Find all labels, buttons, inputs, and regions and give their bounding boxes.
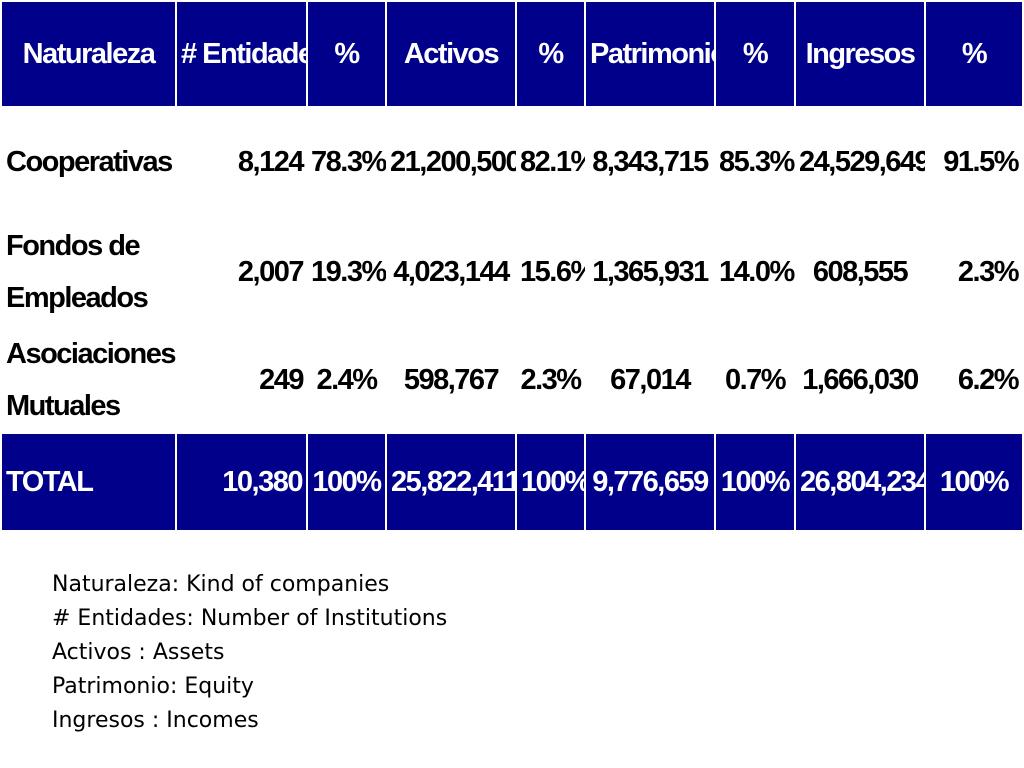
legend-item: Patrimonio: Equity <box>52 674 254 699</box>
header-activos: Activos <box>386 2 517 106</box>
activos-pct-cell: 2.3% <box>516 326 585 434</box>
total-activos-cell: 25,822,411 <box>386 434 517 530</box>
header-patrimonio: Patrimonio <box>585 2 716 106</box>
patrimonio-cell: 8,343,715 <box>585 106 715 218</box>
total-patrimonio-cell: 9,776,659 <box>585 434 716 530</box>
table-row: Asociaciones Mutuales 249 2.4% 598,767 2… <box>2 326 1022 434</box>
legend-item: # Entidades: Number of Institutions <box>52 606 448 631</box>
entidades-cell: 2,007 <box>176 218 307 326</box>
legend-item: Activos : Assets <box>52 640 225 665</box>
entidades-cell: 8,124 <box>176 106 307 218</box>
activos-pct-cell: 15.6% <box>516 218 585 326</box>
table-row: Cooperativas 8,124 78.3% 21,200,500 82.1… <box>2 106 1022 218</box>
total-entidades-pct-cell: 100% <box>307 434 387 530</box>
entidades-pct-cell: 78.3% <box>307 106 386 218</box>
patrimonio-pct-cell: 85.3% <box>715 106 795 218</box>
ingresos-pct-cell: 91.5% <box>925 106 1022 218</box>
header-activos-pct: % <box>516 2 586 106</box>
legend-item: Naturaleza: Kind of companies <box>52 572 390 597</box>
row-name: Asociaciones Mutuales <box>2 326 176 434</box>
total-patrimonio-pct-cell: 100% <box>715 434 796 530</box>
header-ingresos: Ingresos <box>795 2 926 106</box>
ingresos-cell: 1,666,030 <box>795 326 925 434</box>
patrimonio-pct-cell: 14.0% <box>715 218 795 326</box>
activos-pct-cell: 82.1% <box>516 106 585 218</box>
institutions-table: Naturaleza # Entidades % Activos % Patri… <box>2 2 1022 530</box>
ingresos-cell: 608,555 <box>795 218 925 326</box>
patrimonio-cell: 67,014 <box>585 326 715 434</box>
entidades-cell: 249 <box>176 326 307 434</box>
header-naturaleza: Naturaleza <box>2 2 177 106</box>
entidades-pct-cell: 19.3% <box>307 218 386 326</box>
table-row: Fondos de Empleados 2,007 19.3% 4,023,14… <box>2 218 1022 326</box>
total-ingresos-cell: 26,804,234 <box>795 434 926 530</box>
legend-item: Ingresos : Incomes <box>52 708 259 733</box>
header-ingresos-pct: % <box>925 2 1022 106</box>
header-patrimonio-pct: % <box>715 2 796 106</box>
table-header-row: Naturaleza # Entidades % Activos % Patri… <box>2 2 1022 106</box>
header-entidades-pct: % <box>307 2 387 106</box>
row-name: Cooperativas <box>2 106 176 218</box>
activos-cell: 4,023,144 <box>386 218 516 326</box>
glossary-legend: Naturaleza: Kind of companies # Entidade… <box>52 568 447 738</box>
row-name: Fondos de Empleados <box>2 218 176 326</box>
ingresos-pct-cell: 2.3% <box>925 218 1022 326</box>
entidades-pct-cell: 2.4% <box>307 326 386 434</box>
header-entidades: # Entidades <box>176 2 308 106</box>
ingresos-pct-cell: 6.2% <box>925 326 1022 434</box>
total-ingresos-pct-cell: 100% <box>925 434 1022 530</box>
activos-cell: 21,200,500 <box>386 106 516 218</box>
total-label: TOTAL <box>2 434 177 530</box>
total-entidades-cell: 10,380 <box>176 434 308 530</box>
patrimonio-cell: 1,365,931 <box>585 218 715 326</box>
ingresos-cell: 24,529,649 <box>795 106 925 218</box>
activos-cell: 598,767 <box>386 326 516 434</box>
total-row: TOTAL 10,380 100% 25,822,411 100% 9,776,… <box>2 434 1022 530</box>
total-activos-pct-cell: 100% <box>516 434 586 530</box>
patrimonio-pct-cell: 0.7% <box>715 326 795 434</box>
